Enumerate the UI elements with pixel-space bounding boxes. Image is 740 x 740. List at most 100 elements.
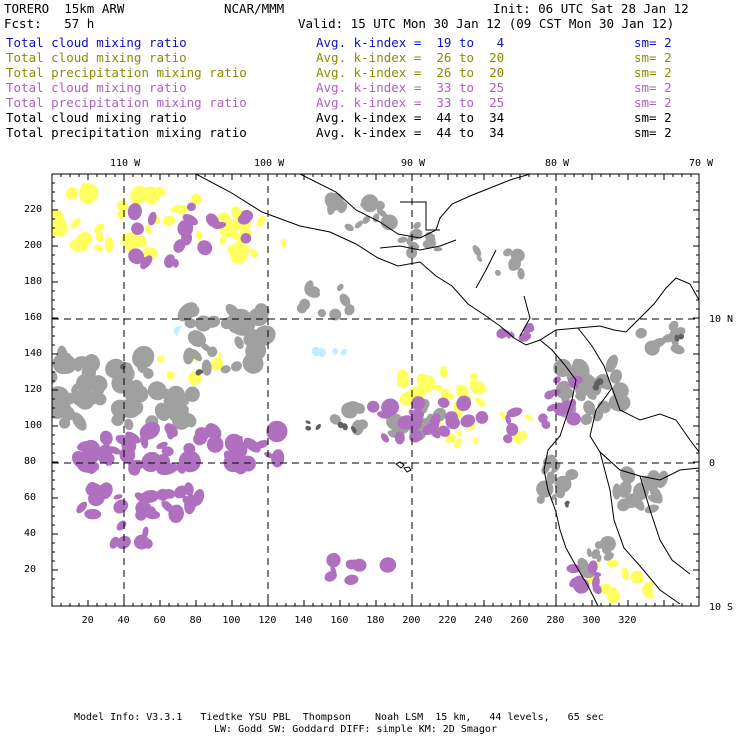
cloud-blob bbox=[113, 494, 123, 500]
legend-index: Avg. k-index = 26 to 20 bbox=[316, 50, 505, 65]
y-tick-label: 60 bbox=[24, 492, 37, 503]
legend-sm: sm= 2 bbox=[634, 95, 672, 110]
cloud-blob bbox=[237, 213, 251, 225]
valid-time: Valid: 15 UTC Mon 30 Jan 12 (09 CST Mon … bbox=[298, 16, 675, 31]
cloud-blob bbox=[609, 369, 623, 384]
cloud-blob bbox=[494, 269, 501, 276]
cloud-blob bbox=[580, 413, 593, 426]
cloud-blob bbox=[518, 332, 532, 342]
legend-field: Total cloud mixing ratio bbox=[6, 80, 187, 95]
cloud-blob bbox=[116, 520, 127, 531]
x-tick-label: 20 bbox=[81, 615, 94, 626]
cloud-blob bbox=[350, 426, 357, 434]
cloud-blob bbox=[565, 503, 569, 508]
cloud-blob bbox=[242, 352, 264, 374]
cloud-blob bbox=[575, 385, 587, 398]
cloud-blob bbox=[231, 361, 242, 372]
cloud-blob bbox=[496, 328, 508, 339]
x-tick-label: 140 bbox=[294, 615, 313, 626]
cloud-blob bbox=[376, 208, 388, 218]
cloud-blob bbox=[596, 553, 602, 563]
cloud-blob bbox=[104, 236, 114, 253]
cloud-blob bbox=[162, 215, 176, 227]
cloud-blob bbox=[341, 402, 358, 419]
cloud-blob bbox=[568, 381, 579, 389]
cloud-blob bbox=[141, 247, 158, 260]
cloud-blob bbox=[76, 232, 93, 247]
legend-sm: sm= 2 bbox=[634, 50, 672, 65]
cloud-blob bbox=[506, 407, 523, 418]
cloud-blob bbox=[70, 218, 81, 229]
y-tick-label: 120 bbox=[24, 384, 43, 395]
cloud-blob bbox=[566, 412, 581, 426]
cloud-blob bbox=[206, 436, 224, 453]
cloud-blob bbox=[83, 354, 100, 373]
cloud-blob bbox=[196, 230, 203, 241]
cloud-blob bbox=[304, 287, 321, 298]
cloud-blob bbox=[71, 412, 87, 431]
cloud-blob bbox=[330, 565, 337, 575]
cloud-blob bbox=[145, 224, 152, 234]
cloud-blob bbox=[134, 235, 148, 248]
cloud-blob bbox=[201, 359, 212, 376]
cloud-blob bbox=[186, 202, 196, 212]
cloud-blob bbox=[362, 215, 371, 224]
cloud-blob bbox=[65, 191, 76, 199]
cloud-blob bbox=[236, 435, 243, 448]
cloud-blob bbox=[586, 548, 592, 558]
cloud-blob bbox=[164, 254, 176, 269]
cloud-blob bbox=[125, 431, 141, 444]
cloud-blob bbox=[434, 384, 443, 392]
cloud-blob bbox=[181, 230, 193, 246]
cloud-blob bbox=[546, 471, 556, 485]
cloud-blob bbox=[411, 396, 426, 411]
cloud-blob bbox=[85, 392, 99, 405]
cloud-blob bbox=[456, 384, 468, 398]
legend-index: Avg. k-index = 26 to 20 bbox=[316, 65, 505, 80]
cloud-blob bbox=[52, 369, 58, 385]
cloud-blob bbox=[394, 431, 405, 445]
cloud-blob bbox=[399, 391, 415, 407]
cloud-blob bbox=[553, 402, 567, 416]
cloud-blob bbox=[339, 293, 351, 307]
cloud-blob bbox=[568, 398, 577, 408]
cloud-blob bbox=[166, 427, 175, 440]
axis-ticks bbox=[51, 173, 699, 607]
cloud-blobs bbox=[52, 182, 686, 604]
cloud-blob bbox=[592, 384, 600, 391]
cloud-blob bbox=[445, 415, 460, 430]
cloud-blob bbox=[524, 414, 533, 421]
cloud-blob bbox=[618, 480, 632, 498]
cloud-blob bbox=[327, 198, 337, 216]
cloud-blob bbox=[84, 508, 102, 520]
cloud-blob bbox=[380, 433, 390, 443]
cloud-blob bbox=[416, 373, 430, 386]
cloud-blob bbox=[619, 466, 636, 484]
cloud-blob bbox=[409, 430, 423, 443]
cloud-blob bbox=[121, 438, 137, 454]
cloud-blob bbox=[253, 325, 276, 346]
cloud-blob bbox=[234, 336, 244, 349]
cloud-blob bbox=[195, 315, 212, 332]
cloud-blob bbox=[127, 203, 142, 221]
cloud-blob bbox=[649, 486, 663, 504]
cloud-blob bbox=[190, 193, 202, 205]
cloud-blob bbox=[506, 422, 519, 436]
cloud-blob bbox=[332, 347, 338, 355]
x-tick-label: 180 bbox=[366, 615, 385, 626]
x-tick-label: 160 bbox=[330, 615, 349, 626]
lon-label: 110 W bbox=[110, 158, 141, 169]
legend-field: Total precipitation mixing ratio bbox=[6, 125, 247, 140]
cloud-blob bbox=[266, 420, 288, 443]
cloud-blob bbox=[187, 330, 206, 347]
cloud-blob bbox=[361, 194, 379, 213]
cloud-blob bbox=[315, 424, 321, 430]
cloud-blob bbox=[536, 495, 545, 504]
cloud-blob bbox=[99, 430, 113, 446]
cloud-blob bbox=[197, 240, 213, 256]
legend-sm: sm= 2 bbox=[634, 65, 672, 80]
cloud-blob bbox=[608, 586, 618, 597]
cloud-blob bbox=[184, 494, 197, 515]
cloud-blob bbox=[116, 200, 129, 212]
cloud-blob bbox=[231, 232, 242, 240]
